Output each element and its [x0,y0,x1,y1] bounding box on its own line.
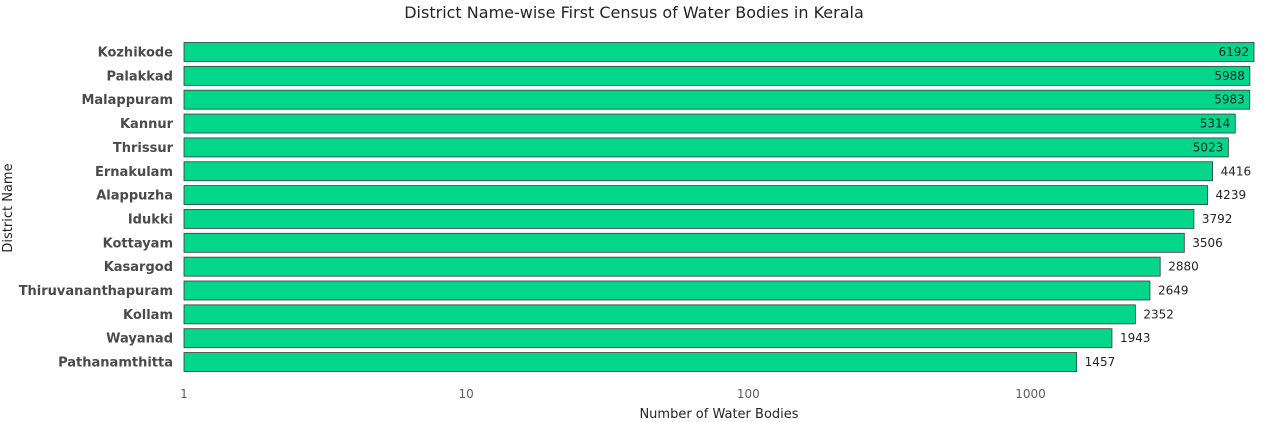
category-label: Palakkad [106,69,173,84]
y-axis-title: District Name [1,163,16,252]
bar[interactable] [183,161,1213,182]
category-label: Idukki [128,212,173,227]
category-label: Thrissur [113,141,174,156]
data-label: 5314 [1200,117,1231,131]
category-label: Kozhikode [98,46,174,61]
bar[interactable] [183,42,1255,62]
data-label: 5988 [1214,69,1245,83]
data-label: 3506 [1192,236,1223,250]
bar[interactable] [183,232,1185,253]
data-label: 4416 [1221,164,1252,178]
x-tick-label: 1000 [1015,387,1046,401]
bar[interactable] [183,352,1078,372]
chart-title: District Name-wise First Census of Water… [404,3,864,22]
category-label: Pathanamthitta [58,356,173,371]
x-tick-label: 10 [459,387,474,401]
data-label: 2649 [1158,284,1189,298]
data-label: 4239 [1216,188,1247,202]
category-label: Alappuzha [96,189,173,204]
data-label: 2352 [1143,307,1174,321]
category-label: Kottayam [103,236,173,251]
bar[interactable] [183,113,1236,134]
bar[interactable] [183,137,1229,158]
bar[interactable] [183,304,1136,325]
bar[interactable] [183,65,1251,86]
bar[interactable] [183,328,1113,349]
bars-group: Kozhikode 6192 Palakkad 5988 Malappuram 5983 K… [19,42,1255,372]
category-label: Kannur [120,117,174,132]
category-label: Wayanad [106,332,173,347]
data-label: 5023 [1193,140,1224,154]
data-label: 1457 [1085,355,1116,369]
data-label: 5983 [1214,93,1245,107]
data-label: 1943 [1120,331,1151,345]
data-label: 2880 [1168,260,1199,274]
bar[interactable] [183,185,1208,206]
x-ticks-group: 1 10 100 1000 [180,387,1046,401]
category-label: Malappuram [81,93,173,108]
category-label: Kasargod [104,260,173,275]
bar[interactable] [183,209,1195,229]
category-label: Kollam [123,308,173,323]
bar[interactable] [183,280,1151,301]
category-label: Ernakulam [95,165,173,180]
bar[interactable] [183,256,1161,277]
category-label: Thiruvananthapuram [19,284,173,299]
data-label: 3792 [1202,212,1233,226]
x-axis-title: Number of Water Bodies [639,407,798,422]
x-tick-label: 100 [737,387,760,401]
bar[interactable] [183,89,1251,110]
data-label: 6192 [1218,45,1249,59]
x-tick-label: 1 [180,387,188,401]
